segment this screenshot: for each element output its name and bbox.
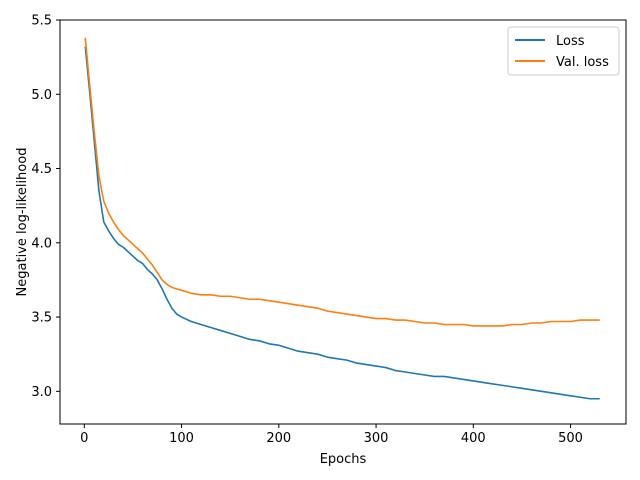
x-axis-label: Epochs <box>320 452 367 467</box>
x-tick-label: 200 <box>266 431 291 446</box>
legend: Loss Val. loss <box>507 26 620 76</box>
series-line-loss <box>84 46 600 400</box>
legend-label-val-loss: Val. loss <box>556 55 609 70</box>
x-tick-label: 400 <box>461 431 486 446</box>
x-tick-label: 500 <box>558 431 583 446</box>
legend-label-loss: Loss <box>556 34 585 49</box>
y-axis-ticks: 3.0 3.5 4.0 4.5 5.0 5.5 <box>31 14 60 400</box>
x-tick-label: 100 <box>169 431 194 446</box>
x-tick-label: 300 <box>364 431 389 446</box>
series-layer <box>84 37 600 400</box>
y-tick-label: 3.0 <box>31 385 52 400</box>
y-tick-label: 3.5 <box>31 311 52 326</box>
series-line-val-loss <box>84 37 600 327</box>
y-tick-label: 4.0 <box>31 236 52 251</box>
plot-frame <box>59 19 627 425</box>
y-tick-label: 5.5 <box>31 14 52 29</box>
y-tick-label: 5.0 <box>31 88 52 103</box>
y-axis-label: Negative log-likelihood <box>15 148 30 297</box>
y-tick-label: 4.5 <box>31 162 52 177</box>
x-tick-label: 0 <box>80 431 88 446</box>
x-axis-ticks: 0 100 200 300 400 500 <box>80 424 583 446</box>
